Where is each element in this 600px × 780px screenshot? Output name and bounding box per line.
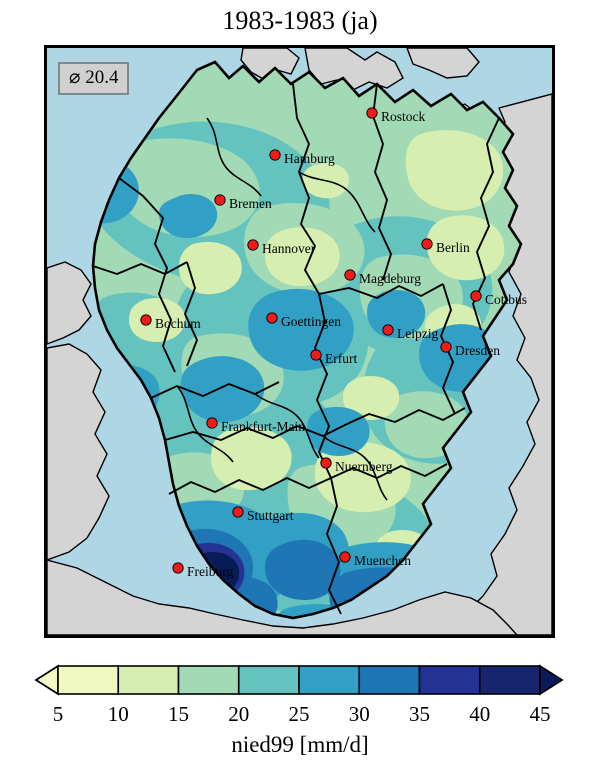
rivers <box>176 117 388 501</box>
mean-annotation-box: ⌀ 20.4 <box>58 62 130 95</box>
colorbar-tick: 30 <box>348 702 370 726</box>
city-label: Dresden <box>455 343 500 358</box>
colorbar-segment <box>418 665 481 695</box>
colorbar-tick: 20 <box>228 702 250 726</box>
city-label: Hamburg <box>284 151 335 166</box>
city-label: Freiburg <box>187 564 233 579</box>
city-dot <box>269 149 281 161</box>
city-dot <box>206 417 218 429</box>
colorbar-axis-label: nied99 [mm/d] <box>231 732 369 757</box>
city-dot <box>266 312 278 324</box>
city-label: Magdeburg <box>359 271 421 286</box>
colorbar-swatches <box>34 664 564 696</box>
page-title: 1983-1983 (ja) <box>222 6 378 35</box>
city-dot <box>344 269 356 281</box>
colorbar-segment <box>117 665 180 695</box>
city-label: Muenchen <box>354 553 411 568</box>
colorbar-segment <box>237 665 300 695</box>
city-marker: Freiburg <box>172 562 233 579</box>
city-marker: Goettingen <box>266 312 341 329</box>
city-marker: Cottbus <box>470 290 527 307</box>
mean-annotation-text: ⌀ 20.4 <box>69 67 119 88</box>
city-marker: Muenchen <box>339 551 411 568</box>
city-label: Rostock <box>381 109 426 124</box>
city-dot <box>366 107 378 119</box>
city-dot <box>232 506 244 518</box>
city-label: Berlin <box>436 240 470 255</box>
colorbar-segment <box>57 665 120 695</box>
city-dot <box>140 314 152 326</box>
city-dot <box>320 457 332 469</box>
city-marker: Stuttgart <box>232 506 294 523</box>
city-label: Frankfurt-Main <box>221 419 305 434</box>
city-dot <box>382 324 394 336</box>
city-marker: Rostock <box>366 107 426 124</box>
map-panel: Rostock Hamburg Bremen Hannover Berlin Magdeb… <box>44 45 555 638</box>
city-marker: Magdeburg <box>344 269 421 286</box>
city-dot <box>214 194 226 206</box>
colorbar-tick: 40 <box>469 702 491 726</box>
city-marker: Leipzig <box>382 324 438 341</box>
city-marker: Dresden <box>440 341 500 358</box>
city-marker: Hamburg <box>269 149 335 166</box>
city-dot <box>440 341 452 353</box>
city-label: Bochum <box>155 316 201 331</box>
colorbar-tick: 5 <box>52 702 64 726</box>
city-label: Stuttgart <box>247 508 294 523</box>
band-10-15 <box>129 130 505 574</box>
colorbar-tick: 35 <box>409 702 430 726</box>
colorbar: 5 10 15 20 25 30 35 40 45 nied99 [mm/d] <box>0 660 600 780</box>
colorbar-tick-labels: 5 10 15 20 25 30 35 40 45 <box>0 702 600 730</box>
city-label: Hannover <box>262 241 316 256</box>
colorbar-tick: 25 <box>288 702 310 726</box>
city-label: Goettingen <box>281 314 341 329</box>
state-borders <box>92 83 500 615</box>
city-label: Nuernberg <box>335 459 393 474</box>
colorbar-segment <box>358 665 421 695</box>
city-marker: Bochum <box>140 314 201 331</box>
city-dot <box>172 562 184 574</box>
colorbar-segment <box>298 665 361 695</box>
city-marker: Berlin <box>421 238 470 255</box>
colorbar-under-arrow <box>34 664 59 696</box>
colorbar-segments <box>34 664 564 696</box>
colorbar-tick: 45 <box>529 702 551 726</box>
colorbar-tick: 10 <box>107 702 129 726</box>
city-marker: Erfurt <box>310 349 357 366</box>
city-dot <box>247 239 259 251</box>
city-marker: Bremen <box>214 194 272 211</box>
city-label: Leipzig <box>397 326 438 341</box>
city-dot <box>421 238 433 250</box>
city-marker: Frankfurt-Main <box>206 417 305 434</box>
city-dot <box>339 551 351 563</box>
city-label: Erfurt <box>325 351 357 366</box>
colorbar-segment <box>177 665 240 695</box>
city-markers: Rostock Hamburg Bremen Hannover Berlin Magdeb… <box>140 107 527 579</box>
map-svg: Rostock Hamburg Bremen Hannover Berlin Magdeb… <box>47 48 552 635</box>
city-marker: Nuernberg <box>320 457 393 474</box>
city-label: Cottbus <box>485 292 527 307</box>
colorbar-tick: 15 <box>168 702 189 726</box>
city-marker: Hannover <box>247 239 316 256</box>
colorbar-over-arrow <box>539 664 564 696</box>
germany-national-border <box>91 60 523 620</box>
city-dot <box>310 349 322 361</box>
city-dot <box>470 290 482 302</box>
colorbar-segment <box>478 665 541 695</box>
city-label: Bremen <box>229 196 272 211</box>
